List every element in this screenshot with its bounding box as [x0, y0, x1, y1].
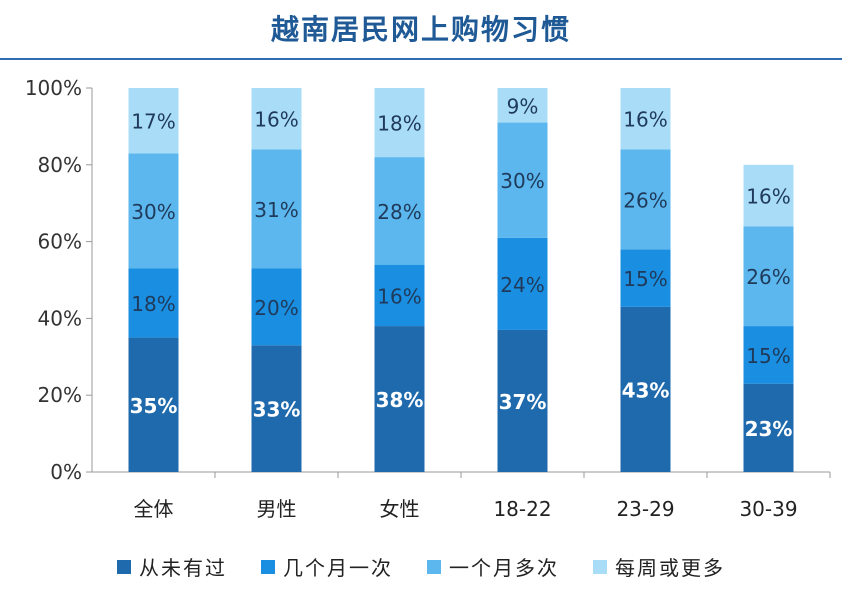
bar-segment [251, 345, 302, 472]
data-label: 16% [254, 108, 298, 132]
bar-segment [743, 383, 794, 472]
y-tick-label: 100% [25, 76, 82, 100]
legend-item: 每周或更多 [593, 552, 725, 581]
bar-segment [620, 306, 671, 472]
bar-segment [128, 337, 179, 472]
legend-label: 从未有过 [139, 556, 227, 580]
data-label: 16% [377, 284, 421, 308]
bar-segment [620, 88, 671, 150]
bar-segment [620, 149, 671, 250]
x-category-label: 男性 [257, 497, 297, 521]
y-axis: 0% 20% 40% 60% 80% 100% [25, 76, 93, 484]
bar-segment [497, 122, 548, 238]
data-label: 16% [746, 185, 790, 209]
data-label: 20% [254, 296, 298, 320]
bar-segment [374, 157, 425, 265]
data-label: 31% [254, 198, 298, 222]
bar-segment [251, 149, 302, 269]
x-category-label: 23-29 [616, 497, 674, 521]
data-label: 9% [507, 94, 539, 118]
y-tick-label: 0% [50, 460, 82, 484]
data-label: 37% [499, 390, 547, 414]
legend-label: 一个月多次 [449, 556, 559, 580]
data-label: 35% [130, 394, 178, 418]
data-label: 28% [377, 200, 421, 224]
x-category-label: 女性 [380, 497, 420, 521]
data-label: 18% [377, 112, 421, 136]
legend-item: 一个月多次 [427, 552, 559, 581]
data-label: 38% [376, 388, 424, 412]
bar-segment [497, 237, 548, 330]
y-tick-label: 80% [38, 153, 82, 177]
data-label: 23% [745, 417, 793, 441]
bar-segment [497, 88, 548, 123]
legend-item: 几个月一次 [261, 552, 393, 581]
x-axis: 全体 男性 女性 18-22 23-29 30-39 [92, 471, 831, 521]
y-tick-label: 40% [38, 306, 82, 330]
bars: 35% 18% 30% 17% 33% 20% 31% 16% 38% 16% 28% 18% 37% 2… [128, 88, 794, 472]
legend-label: 几个月一次 [283, 556, 393, 580]
bar-segment [128, 153, 179, 269]
legend-swatch [427, 559, 441, 574]
bar-segment [743, 164, 794, 227]
x-category-label: 30-39 [739, 497, 797, 521]
data-label: 24% [500, 273, 544, 297]
bar-segment [251, 268, 302, 346]
legend-swatch [593, 559, 607, 574]
title-underline [0, 58, 842, 60]
bar-segment [251, 88, 302, 150]
bar-segment [374, 326, 425, 472]
data-label: 26% [746, 265, 790, 289]
data-label: 30% [131, 200, 175, 224]
legend-item: 从未有过 [117, 552, 227, 581]
data-label: 30% [500, 169, 544, 193]
bar-segment [743, 326, 794, 384]
chart-title: 越南居民网上购物习惯 [270, 13, 571, 46]
data-label: 18% [131, 292, 175, 316]
data-label: 15% [746, 344, 790, 368]
legend-label: 每周或更多 [615, 556, 725, 580]
y-tick-label: 20% [38, 383, 82, 407]
bar-segment [374, 264, 425, 327]
bar-segment [128, 268, 179, 338]
legend-swatch [117, 559, 131, 574]
data-label: 17% [131, 110, 175, 134]
bar-segment [620, 249, 671, 307]
legend-swatch [261, 559, 275, 574]
bar-segment [497, 329, 548, 472]
data-label: 26% [623, 188, 667, 212]
data-label: 33% [253, 398, 301, 422]
legend: 从未有过 几个月一次 一个月多次 每周或更多 [0, 552, 842, 581]
y-tick-label: 60% [38, 230, 82, 254]
bar-segment [374, 88, 425, 158]
x-category-label: 全体 [134, 497, 174, 521]
data-label: 15% [623, 267, 667, 291]
x-category-label: 18-22 [493, 497, 551, 521]
bar-segment [128, 88, 179, 154]
data-label: 43% [622, 378, 670, 402]
bar-segment [743, 226, 794, 327]
data-label: 16% [623, 108, 667, 132]
